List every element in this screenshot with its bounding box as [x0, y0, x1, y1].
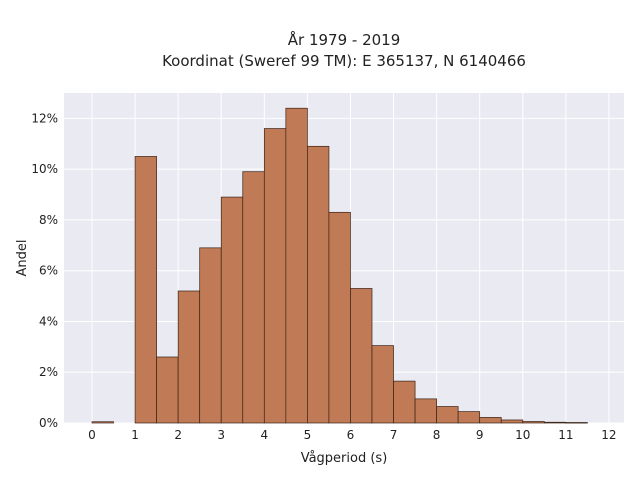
histogram-bar: [350, 288, 373, 424]
x-tick-label: 8: [433, 428, 441, 442]
x-tick-label: 9: [476, 428, 484, 442]
histogram-bar: [543, 421, 567, 424]
histogram-bar: [307, 145, 330, 424]
x-tick-label: 5: [304, 428, 312, 442]
histogram-bar: [436, 406, 459, 424]
chart-title-line-2: Koordinat (Sweref 99 TM): E 365137, N 61…: [162, 52, 526, 70]
histogram-bar: [393, 380, 416, 424]
y-tick-label: 8%: [39, 213, 58, 227]
x-tick-label: 0: [88, 428, 96, 442]
x-tick-label: 2: [174, 428, 182, 442]
x-axis-ticks: 0 1 2 3 4 5 6 7 8 9 10 11 12: [88, 428, 616, 442]
histogram-bar: [371, 345, 394, 424]
histogram-bar: [414, 398, 437, 424]
bars: [91, 107, 588, 424]
y-tick-label: 0%: [39, 416, 58, 430]
y-tick-label: 6%: [39, 264, 58, 278]
histogram-bar: [457, 411, 481, 424]
histogram-bar: [500, 419, 524, 424]
histogram-bar: [263, 128, 287, 424]
x-tick-label: 1: [131, 428, 139, 442]
histogram-bar: [199, 247, 222, 424]
y-axis-label: Andel: [15, 240, 30, 277]
y-tick-label: 10%: [31, 162, 58, 176]
x-tick-label: 3: [217, 428, 225, 442]
histogram-bar: [242, 171, 265, 424]
histogram-bar: [328, 211, 351, 424]
histogram-bar: [134, 156, 157, 424]
histogram-bar: [177, 290, 201, 424]
histogram-bar: [91, 421, 114, 424]
histogram-bar: [565, 422, 588, 424]
x-tick-label: 10: [515, 428, 530, 442]
x-tick-label: 7: [390, 428, 398, 442]
histogram-bar: [156, 356, 179, 424]
x-tick-label: 6: [347, 428, 355, 442]
histogram-bar: [479, 417, 502, 424]
histogram-bar: [522, 421, 545, 424]
x-tick-label: 11: [558, 428, 573, 442]
x-axis-label: Vågperiod (s): [301, 451, 388, 466]
y-axis-ticks: 0% 2% 4% 6% 8% 10% 12%: [31, 111, 58, 430]
y-tick-label: 12%: [31, 111, 58, 125]
x-tick-label: 12: [601, 428, 616, 442]
histogram-bar: [220, 196, 244, 424]
y-tick-label: 2%: [39, 365, 58, 379]
histogram-bar: [285, 107, 308, 424]
chart-title-line-1: År 1979 - 2019: [288, 30, 401, 49]
x-tick-label: 4: [260, 428, 268, 442]
y-tick-label: 4%: [39, 314, 58, 328]
